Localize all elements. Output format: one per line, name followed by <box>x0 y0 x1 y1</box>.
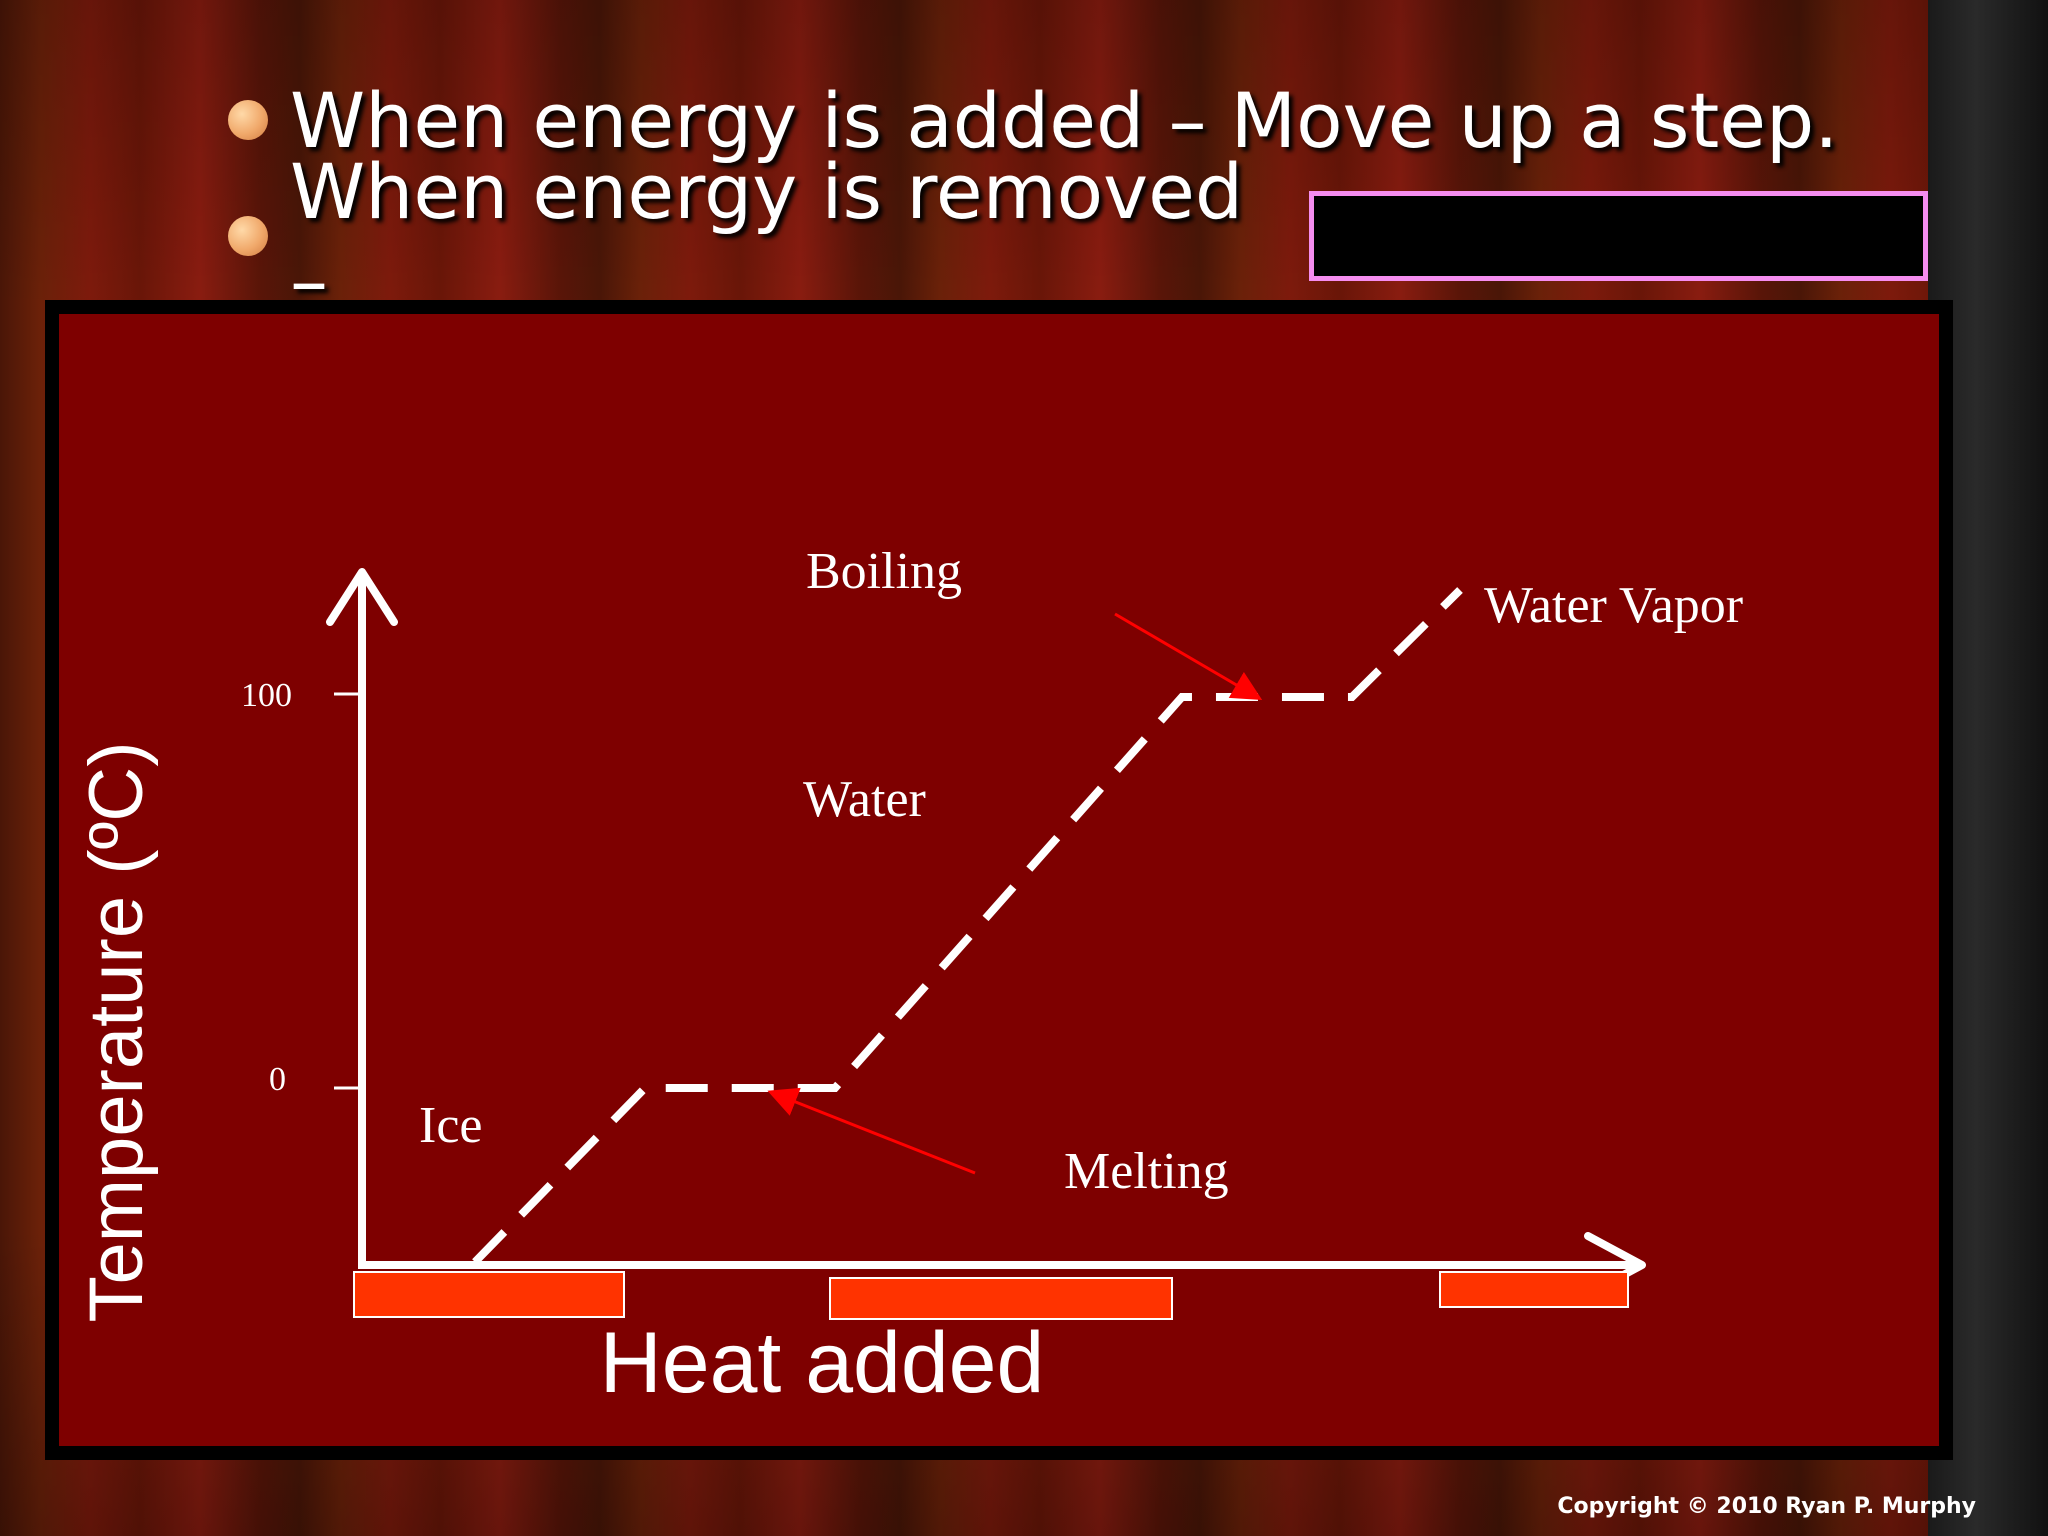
bullet-text-removed: When energy is removed – <box>290 147 1244 325</box>
label-water-vapor: Water Vapor <box>1484 577 1743 634</box>
answer-box-3[interactable] <box>1439 1271 1629 1308</box>
answer-box-1[interactable] <box>353 1271 625 1318</box>
label-ice: Ice <box>419 1097 482 1154</box>
tick-0-label: 0 <box>269 1061 286 1098</box>
bullet-dot-icon <box>228 100 268 140</box>
melting-pointer-arrow <box>767 1087 976 1175</box>
boiling-pointer-arrow <box>1114 612 1263 701</box>
label-boiling: Boiling <box>806 543 962 600</box>
answer-box-2[interactable] <box>829 1277 1173 1320</box>
bullet-dot-icon <box>228 216 268 256</box>
y-axis-title: Temperature (ºC) <box>74 741 159 1322</box>
bullet-list: When energy is added – Move up a step. W… <box>228 62 1928 325</box>
hidden-answer-box[interactable] <box>1308 191 1928 281</box>
label-melting: Melting <box>1064 1143 1229 1200</box>
bullet-energy-added: When energy is added – Move up a step. <box>228 62 1928 178</box>
tick-100-label: 100 <box>241 677 292 714</box>
y-axis-arrowhead-icon <box>326 568 398 626</box>
bullet-energy-removed: When energy is removed – <box>228 147 1928 325</box>
bullet-text-added: When energy is added – Move up a step. <box>290 75 1839 165</box>
x-axis-title: Heat added <box>600 1315 1045 1411</box>
copyright-text: Copyright © 2010 Ryan P. Murphy <box>1557 1494 1976 1519</box>
label-water: Water <box>803 771 926 828</box>
heating-curve <box>472 587 1463 1265</box>
